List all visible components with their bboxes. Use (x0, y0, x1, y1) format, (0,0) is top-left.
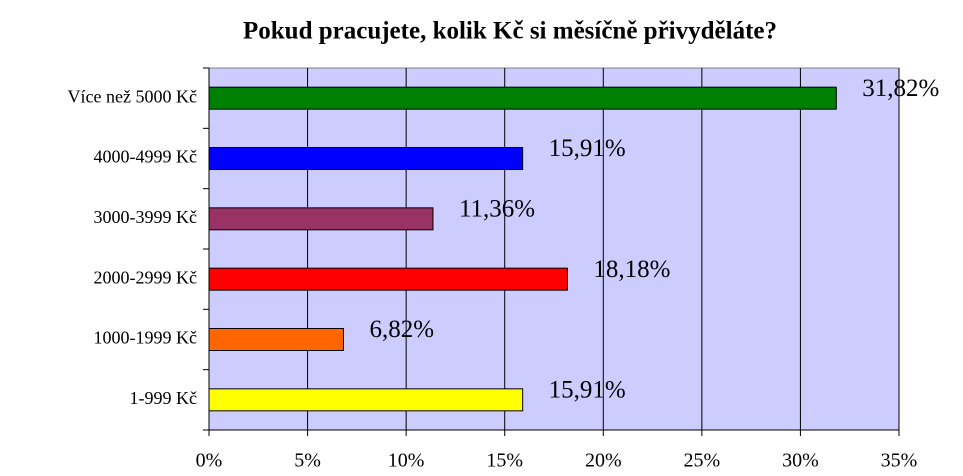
bar (208, 207, 434, 231)
y-tick-label: 1-999 Kč (130, 388, 197, 408)
bar (208, 328, 344, 351)
x-tick-label: 10% (388, 450, 425, 472)
y-tick-label: 1000-1999 Kč (94, 328, 197, 348)
y-tick-label: 3000-3999 Kč (94, 207, 197, 227)
x-tick-label: 30% (782, 450, 819, 472)
x-tick-label: 20% (585, 450, 622, 472)
bar (208, 388, 524, 412)
value-label: 18,18% (593, 256, 670, 283)
value-label: 15,91% (549, 135, 626, 162)
x-tick-label: 0% (196, 450, 223, 472)
y-tick-label: 4000-4999 Kč (94, 147, 197, 167)
x-tick-label: 25% (684, 450, 721, 472)
bar (208, 147, 524, 170)
chart-title: Pokud pracujete, kolik Kč si měsíčně při… (243, 18, 777, 45)
value-label: 31,82% (862, 75, 939, 102)
value-label: 15,91% (549, 377, 626, 404)
value-label: 11,36% (459, 196, 535, 223)
y-tick-label: Více než 5000 Kč (68, 86, 197, 106)
y-tick-label: 2000-2999 Kč (94, 267, 197, 287)
x-tick-label: 35% (881, 450, 918, 472)
value-label: 6,82% (369, 316, 434, 343)
x-tick-label: 15% (486, 450, 523, 472)
bar (208, 86, 837, 110)
bar (208, 267, 568, 291)
plot-area (208, 67, 900, 431)
x-tick-label: 5% (294, 450, 321, 472)
